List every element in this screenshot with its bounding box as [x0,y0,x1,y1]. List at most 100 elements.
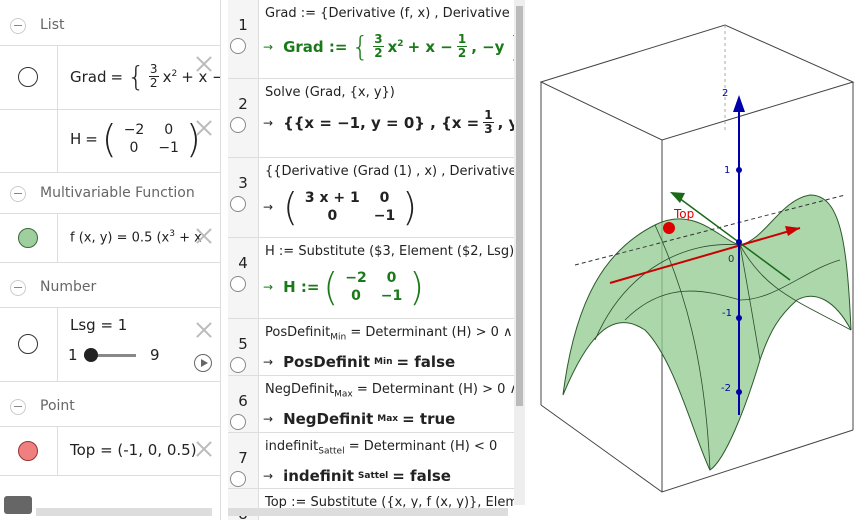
denominator: 2 [374,46,383,60]
row-toggle[interactable] [230,414,246,430]
cell: −1 [380,288,403,304]
scrollbar[interactable] [36,508,212,516]
collapse[interactable] [10,186,26,202]
brace: } [508,30,514,63]
collapse[interactable] [10,280,26,296]
z-tick-label: 0 [728,254,734,265]
text: = Determinant (H) > 0 ∧ Element [350,325,514,340]
arrow: → [263,355,274,369]
cas-output: → NegDefinit Max = true [263,410,455,428]
delete[interactable] [196,120,212,136]
z-tick-labels: 2 1 0 -1 -2 [721,88,734,394]
numerator: 3 [148,62,159,77]
row-toggle[interactable] [230,276,246,292]
matrix-row: −2 0 [338,269,409,287]
row-toggle[interactable] [230,357,246,373]
algebra-item[interactable]: f (x, y) = 0.5 (x3 + x [0,214,220,263]
h-scrollbar[interactable] [228,508,508,516]
z-tick-label: 2 [722,88,728,99]
delete[interactable] [196,228,212,244]
algebra-item[interactable]: Grad = { 32 x2 + x − 12 [0,46,220,110]
row-number: 4 [238,254,248,272]
matrix: (3 x + 1 0 0 −1) [283,188,417,226]
group-title: Point [40,398,75,414]
group-header[interactable]: Number [0,267,220,308]
var: x2 [388,38,404,56]
row-toggle[interactable] [230,117,246,133]
brace: { [127,60,145,93]
play-button[interactable] [194,354,212,372]
group-header[interactable]: List [0,5,220,46]
arrow: → [263,200,274,214]
expression: f (x, y) = 0.5 (x3 + x [70,229,202,245]
algebra-view: List Grad = { 32 x2 + x − 12 H = (−200−1… [0,0,221,520]
visibility-toggle[interactable] [18,441,38,461]
algebra-item[interactable]: H = (−2 0 0 −1) [0,110,220,173]
visibility-toggle[interactable] [18,67,38,87]
keyboard-button[interactable] [4,496,32,514]
dashed-line [574,194,846,266]
row-toggle[interactable] [230,471,246,487]
slider-track[interactable] [84,354,136,357]
row-toggle[interactable] [230,196,246,212]
cell: −1 [373,208,396,224]
group-title: List [40,17,65,33]
cas-scrollbar[interactable] [514,0,525,505]
expression: Top = (-1, 0, 0.5) [70,441,197,459]
equals: = [85,130,98,148]
collapse[interactable] [10,399,26,415]
text: {{x = −1, y = 0} , {x = [283,113,480,132]
label: Grad := [283,37,348,56]
row-number: 3 [238,174,248,192]
cas-input: NegDefinitMax = Determinant (H) > 0 ∧ El… [265,382,514,400]
matrix-row: 3 x + 1 0 [298,189,402,207]
delete[interactable] [196,322,212,338]
numerator: 3 [373,32,384,47]
visibility-toggle[interactable] [18,228,38,248]
arrow: → [263,115,274,130]
algebra-item[interactable]: Lsg = 1 1 9 [0,308,220,382]
bracket: ) [409,265,425,309]
cas-output: → indefinit Sattel = false [263,467,451,485]
visibility-toggle[interactable] [18,334,38,354]
group-header[interactable]: Point [0,386,220,427]
cas-input: Grad := {Derivative (f, x) , Derivative … [265,6,514,21]
text: , y = 0}} [497,113,514,132]
surface [562,194,852,471]
cell: 0 [327,208,338,224]
cas-input: H := Substitute ($3, Element ($2, Lsg)) [265,244,514,259]
term: + x − [407,37,453,56]
scroll-thumb[interactable] [516,6,523,406]
row-header: 1 [228,0,259,78]
delete[interactable] [196,441,212,457]
slider-thumb[interactable] [84,348,98,362]
row-header: 3 [228,158,259,237]
collapse[interactable] [10,18,26,34]
row-toggle[interactable] [230,38,246,54]
cas-row[interactable]: 1 Grad := {Derivative (f, x) , Derivative… [228,0,514,79]
point-top[interactable] [663,222,675,234]
text: = true [402,410,456,428]
cas-output: → (3 x + 1 0 0 −1) [263,188,417,226]
algebra-item[interactable]: Top = (-1, 0, 0.5) [0,427,220,476]
delete[interactable] [196,56,212,72]
matrix-body: 3 x + 1 0 0 −1 [298,189,402,225]
cas-row[interactable]: 7 indefinitSattel = Determinant (H) < 0 → i… [228,433,514,489]
cas-row[interactable]: 4 H := Substitute ($3, Element ($2, Lsg))… [228,238,514,319]
cas-row[interactable]: 3 {{Derivative (Grad (1) , x) , Derivativ… [228,158,514,238]
cas-row[interactable]: 2 Solve (Grad, {x, y}) → {{x = −1, y = 0} ,… [228,79,514,158]
cell: −2 [345,270,367,286]
bracket: ( [323,265,339,309]
definition: f (x, y) = 0.5 (x3 + x [70,229,202,245]
marker-cell [0,46,58,109]
y-axis [674,194,791,281]
row-number: 5 [238,335,248,353]
marker-cell [0,110,58,172]
group-header[interactable]: Multivariable Function [0,173,220,214]
slider-min: 1 [68,346,78,364]
